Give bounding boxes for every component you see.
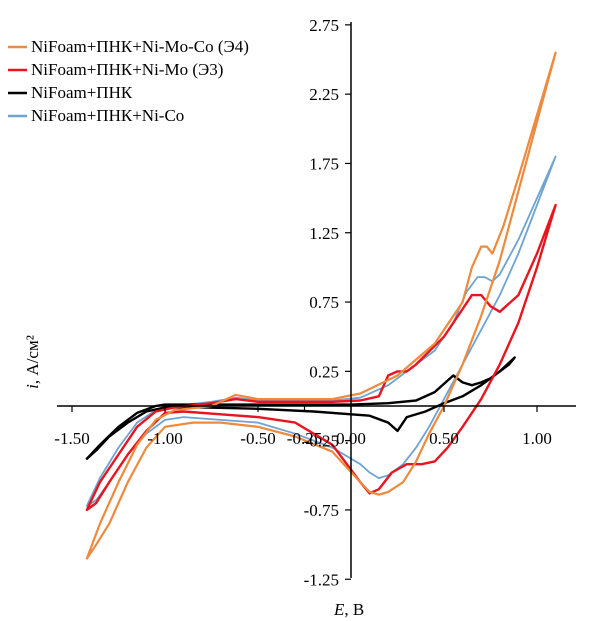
x-axis-unit: , В — [344, 600, 364, 619]
axes-group — [57, 22, 576, 578]
x-tick-label: -0.50 — [240, 429, 275, 448]
legend-label: NiFoam+ПНК+Ni-Co — [31, 106, 184, 125]
x-axis-variable: E — [333, 600, 345, 619]
x-axis-label: E, В — [333, 600, 364, 619]
y-tick-label: 2.75 — [309, 16, 339, 35]
x-tick-labels: -1.50 -1.00 -0.50 -0.25 0.00 0.50 1.00 — [54, 429, 552, 448]
y-tick-marks — [345, 24, 351, 580]
legend: NiFoam+ПНК+Ni-Mo-Co (Э4) NiFoam+ПНК+Ni-Mo… — [8, 37, 249, 125]
x-tick-label: 0.50 — [429, 429, 459, 448]
y-tick-label: 2.25 — [309, 85, 339, 104]
y-axis-label: i, А/см² — [23, 335, 42, 389]
legend-label: NiFoam+ПНК+Ni-Mo (Э3) — [31, 60, 223, 79]
x-tick-label: 0.00 — [336, 429, 366, 448]
series-group — [85, 51, 557, 560]
x-tick-label: -1.50 — [54, 429, 89, 448]
y-tick-label: 1.75 — [309, 154, 339, 173]
series-line-3 — [85, 356, 516, 460]
legend-label: NiFoam+ПНК+Ni-Mo-Co (Э4) — [31, 37, 249, 56]
y-tick-label: -1.25 — [304, 570, 339, 589]
y-axis-variable: i — [23, 384, 42, 389]
y-axis-unit: , А/см² — [23, 335, 42, 384]
y-tick-label: -0.25 — [304, 432, 339, 451]
series-line-4 — [86, 155, 557, 507]
y-tick-label: 0.25 — [309, 362, 339, 381]
y-tick-label: 0.75 — [309, 293, 339, 312]
y-tick-labels: 2.75 2.25 1.75 1.25 0.75 0.25 -0.25 -0.75 -1.25 — [304, 16, 339, 589]
legend-label: NiFoam+ПНК — [31, 83, 133, 102]
series-line-2 — [85, 203, 557, 512]
y-tick-label: -0.75 — [304, 501, 339, 520]
x-tick-marks — [71, 406, 538, 412]
x-tick-label: 1.00 — [522, 429, 552, 448]
y-tick-label: 1.25 — [309, 224, 339, 243]
x-tick-label: -1.00 — [147, 429, 182, 448]
series-line-1 — [85, 51, 557, 560]
x-tick-label: -0.25 — [287, 429, 322, 448]
